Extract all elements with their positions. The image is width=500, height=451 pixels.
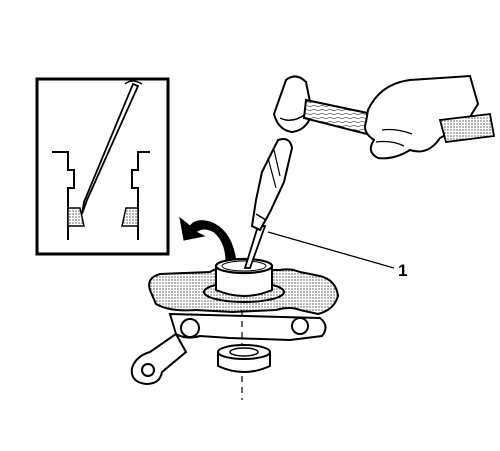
- inset-left-bore-wall: [52, 151, 75, 240]
- knuckle-bolt-hole-right: [291, 317, 309, 335]
- steering-knuckle: [130, 257, 340, 386]
- callout-1-leader: [267, 231, 395, 269]
- hammer-head: [272, 75, 314, 134]
- sleeve-cuff: [438, 113, 496, 143]
- knuckle-steering-arm: [130, 332, 188, 386]
- inset-screwdriver-shaft: [81, 82, 140, 215]
- removal-direction-arrow: [179, 216, 237, 263]
- seal-bore: [215, 266, 273, 297]
- screwdriver: [243, 138, 294, 269]
- removed-seal: [217, 310, 271, 400]
- callout-1-label: 1: [398, 261, 407, 280]
- inset-right-bore-wall: [131, 151, 150, 240]
- hand: [364, 74, 496, 160]
- inset-right-seal: [121, 207, 139, 227]
- knuckle-lower-body: [168, 312, 327, 342]
- callout-1: 1: [267, 231, 407, 280]
- steering-arm-hole: [141, 363, 155, 377]
- knuckle-bolt-hole-left: [180, 318, 200, 338]
- inset-left-seal: [67, 207, 85, 227]
- screwdriver-handle: [250, 138, 294, 232]
- hand-outline: [364, 74, 480, 160]
- detail-inset: [35, 77, 170, 256]
